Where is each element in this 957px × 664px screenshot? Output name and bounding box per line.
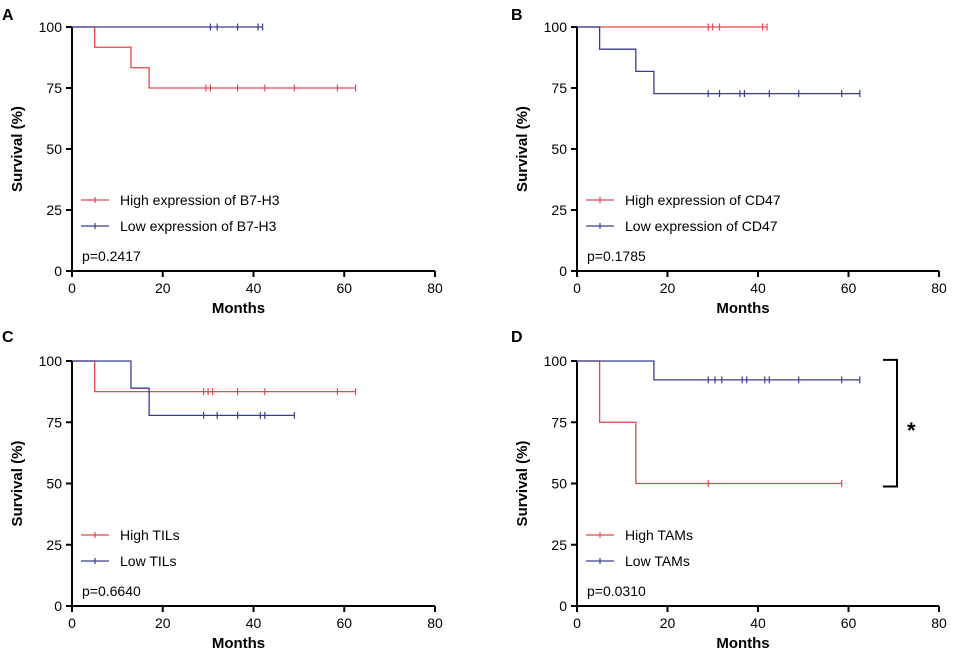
legend-label: Low TAMs — [625, 553, 690, 569]
x-tick-label: 80 — [427, 280, 443, 296]
y-tick-label: 25 — [46, 202, 62, 218]
y-tick-label: 100 — [544, 19, 568, 35]
panel-letter: C — [2, 329, 14, 346]
chart-panel-a: A 0 20 40 60 80 0 25 50 75 100 Months Survival (%) Hi… — [2, 7, 443, 317]
y-axis-title: Survival (%) — [514, 106, 531, 192]
legend-label: Low expression of B7-H3 — [120, 218, 277, 234]
y-tick-label: 100 — [544, 353, 568, 369]
survival-line-high — [72, 26, 356, 89]
y-tick-label: 75 — [46, 414, 62, 430]
y-tick-label: 25 — [46, 537, 62, 553]
y-axis-title: Survival (%) — [9, 441, 26, 527]
x-tick-label: 20 — [155, 280, 171, 296]
x-tick-label: 40 — [750, 615, 766, 631]
panel-letter: A — [2, 7, 14, 24]
x-tick-label: 60 — [841, 280, 857, 296]
y-tick-label: 50 — [46, 141, 62, 157]
x-tick-label: 0 — [68, 280, 76, 296]
y-tick-label: 75 — [551, 80, 567, 96]
y-tick-label: 100 — [39, 19, 63, 35]
x-tick-label: 20 — [660, 280, 676, 296]
legend-label: High TAMs — [625, 527, 693, 543]
y-axis-title: Survival (%) — [9, 106, 26, 192]
y-tick-label: 75 — [46, 80, 62, 96]
survival-line-low — [577, 360, 860, 381]
y-axis-title: Survival (%) — [514, 441, 531, 527]
survival-line-low — [577, 26, 860, 95]
x-tick-label: 40 — [246, 615, 262, 631]
p-value-label: p=0.6640 — [82, 583, 141, 599]
y-tick-label: 0 — [559, 263, 567, 279]
panel-letter: D — [511, 329, 523, 346]
y-tick-label: 50 — [551, 476, 567, 492]
x-axis-title: Months — [212, 300, 265, 317]
chart-panel-b: B 0 20 40 60 80 0 25 50 75 100 Months Survival (%) Hi… — [511, 7, 947, 317]
x-tick-label: 0 — [68, 615, 76, 631]
survival-line-high — [72, 360, 356, 393]
x-tick-label: 80 — [931, 280, 947, 296]
legend-label: High expression of B7-H3 — [120, 192, 280, 208]
x-tick-label: 0 — [573, 615, 581, 631]
legend-label: Low TILs — [120, 553, 177, 569]
y-tick-label: 25 — [551, 537, 567, 553]
x-tick-label: 60 — [841, 615, 857, 631]
x-tick-label: 80 — [427, 615, 443, 631]
legend-label: Low expression of CD47 — [625, 218, 778, 234]
x-axis-title: Months — [716, 635, 769, 652]
y-tick-label: 0 — [559, 598, 567, 614]
y-tick-label: 50 — [46, 476, 62, 492]
x-tick-label: 80 — [931, 615, 947, 631]
x-axis-title: Months — [212, 635, 265, 652]
x-tick-label: 40 — [750, 280, 766, 296]
y-tick-label: 0 — [54, 263, 62, 279]
survival-line-low — [72, 360, 295, 417]
p-value-label: p=0.1785 — [587, 248, 646, 264]
x-tick-label: 60 — [336, 615, 352, 631]
x-tick-label: 60 — [336, 280, 352, 296]
x-tick-label: 40 — [246, 280, 262, 296]
x-tick-label: 20 — [155, 615, 171, 631]
y-tick-label: 75 — [551, 414, 567, 430]
x-tick-label: 0 — [573, 280, 581, 296]
y-tick-label: 100 — [39, 353, 63, 369]
panel-letter: B — [511, 7, 523, 24]
y-tick-label: 50 — [551, 141, 567, 157]
y-tick-label: 0 — [54, 598, 62, 614]
x-tick-label: 20 — [660, 615, 676, 631]
p-value-label: p=0.0310 — [587, 583, 646, 599]
y-tick-label: 25 — [551, 202, 567, 218]
legend-label: High TILs — [120, 527, 180, 543]
p-value-label: p=0.2417 — [82, 248, 141, 264]
significance-asterisk: * — [907, 418, 916, 443]
chart-panel-d: D 0 20 40 60 80 0 25 50 75 100 Months Survival (%) Hi… — [511, 329, 947, 652]
x-axis-title: Months — [716, 300, 769, 317]
legend-label: High expression of CD47 — [625, 192, 781, 208]
significance-bracket — [883, 358, 898, 488]
chart-panel-c: C 0 20 40 60 80 0 25 50 75 100 Months Survival (%) Hi… — [2, 329, 443, 652]
